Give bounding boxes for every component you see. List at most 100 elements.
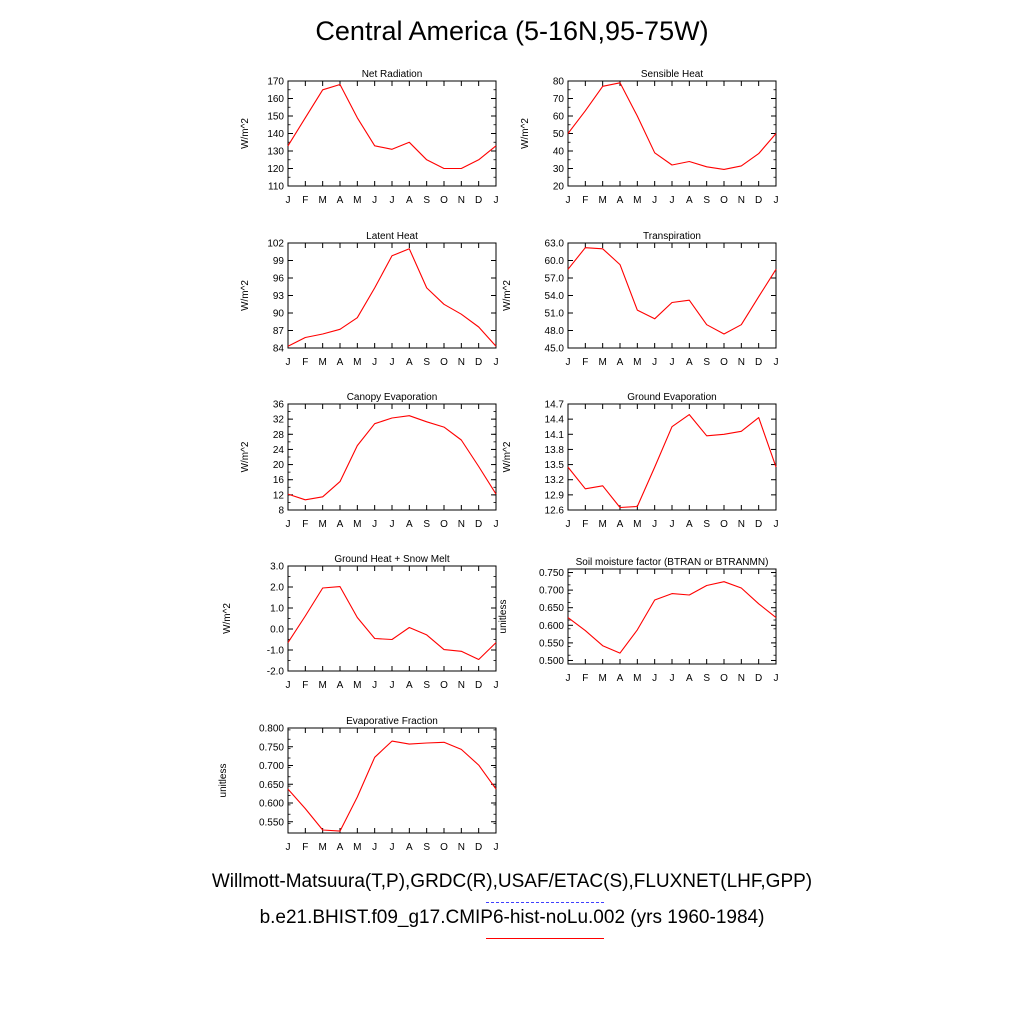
soil-moisture-factor-btran-or-btranmn-ytick-label: 0.600: [539, 621, 564, 632]
latent-heat-xtick-label: J: [390, 357, 395, 368]
net-radiation-plot-frame: [287, 80, 497, 187]
sensible-heat-ytick-label: 70: [553, 94, 565, 105]
net-radiation-xtick-label: J: [286, 195, 291, 206]
ground-evaporation-ytick-label: 13.5: [545, 460, 565, 471]
ground-heat-snow-melt-xtick-label: D: [475, 680, 482, 691]
soil-moisture-factor-btran-or-btranmn-plot-frame: [567, 568, 777, 665]
sensible-heat-xtick-label: A: [617, 195, 624, 206]
latent-heat-series-line: [287, 248, 497, 347]
ground-heat-snow-melt-xtick-label: M: [318, 680, 326, 691]
soil-moisture-factor-btran-or-btranmn-xtick-label: J: [774, 673, 779, 684]
net-radiation-ytick-label: 170: [267, 77, 284, 88]
ground-evaporation-xtick-label: M: [598, 519, 606, 530]
soil-moisture-factor-btran-or-btranmn-xtick-label: M: [633, 673, 641, 684]
ground-heat-snow-melt-xtick-label: J: [286, 680, 291, 691]
soil-moisture-factor-btran-or-btranmn-ytick-label: 0.500: [539, 656, 564, 667]
figure-title: Central America (5-16N,95-75W): [315, 16, 709, 46]
latent-heat-ytick-label: 90: [273, 309, 285, 320]
canopy-evaporation-ytick-label: 12: [273, 490, 285, 501]
transpiration-xtick-label: A: [686, 357, 693, 368]
evaporative-fraction-xtick-label: J: [372, 842, 377, 853]
net-radiation-xtick-label: J: [494, 195, 499, 206]
latent-heat-xtick-label: F: [302, 357, 308, 368]
net-radiation-xtick-label: N: [458, 195, 465, 206]
ground-heat-snow-melt-ytick-label: -1.0: [267, 646, 285, 657]
ground-heat-snow-melt-xtick-label: M: [353, 680, 361, 691]
canopy-evaporation-ytick-label: 28: [273, 430, 285, 441]
ground-evaporation-series-line: [567, 414, 777, 509]
net-radiation-ylabel: W/m^2: [240, 118, 251, 149]
transpiration-ylabel: W/m^2: [502, 280, 513, 311]
evaporative-fraction-xtick-label: S: [423, 842, 430, 853]
ground-heat-snow-melt-xtick-label: F: [302, 680, 308, 691]
ground-evaporation-xtick-label: F: [582, 519, 588, 530]
net-radiation-xtick-label: F: [302, 195, 308, 206]
sensible-heat-title: Sensible Heat: [641, 69, 703, 80]
latent-heat-xtick-label: N: [458, 357, 465, 368]
canopy-evaporation-series-line: [287, 415, 497, 501]
transpiration-ytick-label: 51.0: [545, 309, 565, 320]
latent-heat-xtick-label: O: [440, 357, 448, 368]
sensible-heat-ylabel: W/m^2: [520, 118, 531, 149]
transpiration-series-line: [567, 247, 777, 335]
sensible-heat-series-line: [567, 82, 777, 170]
net-radiation-xtick-label: J: [372, 195, 377, 206]
ground-evaporation-ytick-label: 14.4: [545, 415, 565, 426]
transpiration-xtick-label: J: [670, 357, 675, 368]
ground-evaporation-xtick-label: A: [686, 519, 693, 530]
legend-model-label: b.e21.BHIST.f09_g17.CMIP6-hist-noLu.002 …: [259, 907, 765, 928]
ground-evaporation-xtick-label: S: [703, 519, 710, 530]
canopy-evaporation-xtick-label: J: [390, 519, 395, 530]
sensible-heat-ytick-label: 50: [553, 129, 565, 140]
soil-moisture-factor-btran-or-btranmn-xtick-label: J: [652, 673, 657, 684]
evaporative-fraction-ytick-label: 0.600: [259, 799, 284, 810]
evaporative-fraction-ytick-label: 0.800: [259, 724, 284, 735]
transpiration-xtick-label: F: [582, 357, 588, 368]
net-radiation-ytick-label: 110: [268, 182, 284, 193]
net-radiation-ytick-label: 120: [267, 164, 284, 175]
canopy-evaporation-xtick-label: A: [406, 519, 413, 530]
latent-heat-ytick-label: 96: [273, 274, 285, 285]
transpiration-ytick-label: 48.0: [545, 326, 565, 337]
canopy-evaporation-ytick-label: 20: [273, 460, 285, 471]
canopy-evaporation-ytick-label: 24: [273, 445, 285, 456]
net-radiation-xtick-label: S: [423, 195, 430, 206]
canopy-evaporation-ytick-label: 16: [273, 475, 285, 486]
soil-moisture-factor-btran-or-btranmn-xtick-label: O: [720, 673, 728, 684]
ground-evaporation-plot-frame: [567, 403, 777, 511]
ground-heat-snow-melt-xtick-label: A: [406, 680, 413, 691]
latent-heat-xtick-label: J: [494, 357, 499, 368]
net-radiation-title: Net Radiation: [362, 69, 423, 80]
ground-evaporation-xtick-label: A: [617, 519, 624, 530]
ground-heat-snow-melt-xtick-label: N: [458, 680, 465, 691]
evaporative-fraction-xtick-label: M: [318, 842, 326, 853]
soil-moisture-factor-btran-or-btranmn-ytick-label: 0.750: [539, 568, 564, 579]
transpiration-ytick-label: 54.0: [545, 291, 565, 302]
latent-heat-xtick-label: M: [353, 357, 361, 368]
canopy-evaporation-ytick-label: 36: [273, 400, 285, 411]
canopy-evaporation-xtick-label: J: [494, 519, 499, 530]
canopy-evaporation-ytick-label: 8: [278, 506, 284, 517]
legend-observations-swatch: [486, 902, 604, 903]
sensible-heat-xtick-label: J: [652, 195, 657, 206]
soil-moisture-factor-btran-or-btranmn-xtick-label: S: [703, 673, 710, 684]
canopy-evaporation-xtick-label: S: [423, 519, 430, 530]
ground-evaporation-xtick-label: J: [774, 519, 779, 530]
net-radiation-ytick-label: 160: [267, 94, 284, 105]
evaporative-fraction-xtick-label: A: [337, 842, 344, 853]
ground-evaporation-xtick-label: N: [738, 519, 745, 530]
ground-evaporation-ytick-label: 13.2: [545, 475, 565, 486]
ground-heat-snow-melt-title: Ground Heat + Snow Melt: [334, 554, 450, 565]
evaporative-fraction-plot-frame: [287, 727, 497, 834]
soil-moisture-factor-btran-or-btranmn-xtick-label: D: [755, 673, 762, 684]
net-radiation-xtick-label: D: [475, 195, 482, 206]
transpiration-xtick-label: S: [703, 357, 710, 368]
latent-heat-ytick-label: 84: [273, 344, 285, 355]
soil-moisture-factor-btran-or-btranmn-xtick-label: A: [617, 673, 624, 684]
latent-heat-title: Latent Heat: [366, 231, 418, 242]
evaporative-fraction-xtick-label: O: [440, 842, 448, 853]
transpiration-ytick-label: 63.0: [545, 239, 565, 250]
canopy-evaporation-title: Canopy Evaporation: [347, 392, 438, 403]
net-radiation-xtick-label: M: [318, 195, 326, 206]
